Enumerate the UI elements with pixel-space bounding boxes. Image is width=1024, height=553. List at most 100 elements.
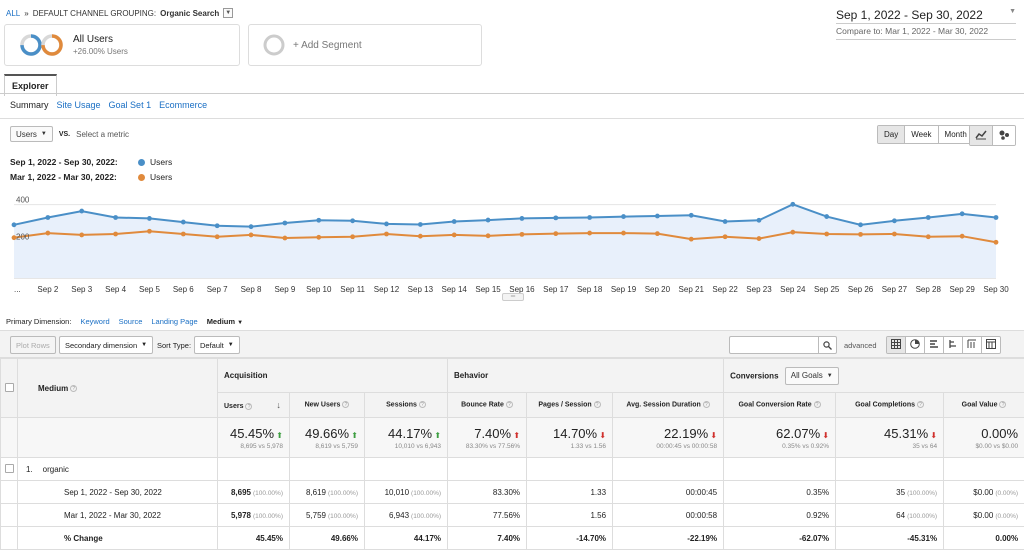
x-tick-label: Sep 29: [949, 285, 975, 294]
metric-dropdown[interactable]: Users ▼: [10, 126, 53, 142]
pages-session-column-header[interactable]: Pages / Session?: [526, 392, 614, 418]
acquisition-group-header: Acquisition: [216, 358, 449, 393]
date-range-picker[interactable]: Sep 1, 2022 - Sep 30, 2022 ▼ Compare to: …: [836, 8, 1016, 40]
x-tick-label: Sep 25: [814, 285, 840, 294]
new-users-column-header[interactable]: New Users?: [289, 392, 365, 418]
dimension-source[interactable]: Source: [118, 317, 143, 326]
total-cell: 7.40% ⬆ 83.30% vs 77.56%: [447, 417, 528, 458]
comparison-icon[interactable]: [943, 337, 962, 353]
table-cell: 0.00%: [943, 526, 1024, 550]
select-all-checkbox-cell[interactable]: [0, 358, 18, 418]
goals-dropdown[interactable]: All Goals ▼: [784, 366, 839, 385]
bar-performance-icon[interactable]: [924, 337, 943, 353]
x-tick-label: Sep 8: [241, 285, 262, 294]
total-cell: 14.70% ⬇ 1.33 vs 1.56: [526, 417, 614, 458]
medium-column-header[interactable]: Medium?: [17, 358, 218, 418]
pie-chart-icon[interactable]: [905, 337, 924, 353]
chart-resize-handle[interactable]: ═: [502, 293, 524, 301]
sort-arrow-icon[interactable]: ↓: [276, 400, 281, 410]
table-search-input[interactable]: [729, 336, 837, 354]
help-icon[interactable]: ?: [702, 401, 710, 409]
subtab-ecommerce[interactable]: Ecommerce: [159, 100, 208, 110]
dimension-landing-page[interactable]: Landing Page: [151, 317, 198, 326]
month-button[interactable]: Month: [937, 126, 973, 143]
plot-rows-button[interactable]: Plot Rows: [10, 336, 56, 354]
data-point: [925, 215, 931, 220]
chevron-down-icon[interactable]: ▼: [223, 8, 234, 18]
users-line-chart[interactable]: 400 200... Sep 2 Sep 3 Sep 4 Sep 5 Sep 6 Sep 7 S…: [0, 185, 1024, 300]
help-icon[interactable]: ?: [245, 402, 253, 410]
up-arrow-icon: ⬆: [351, 430, 358, 440]
y-tick-label: 400: [16, 196, 30, 205]
x-tick-label: Sep 3: [71, 285, 92, 294]
table-cell: 5,759 (100.00%): [289, 503, 365, 527]
help-icon[interactable]: ?: [917, 401, 925, 409]
secondary-dimension-dropdown[interactable]: Secondary dimension ▼: [59, 336, 154, 354]
breadcrumb-prefix: DEFAULT CHANNEL GROUPING:: [32, 8, 157, 18]
table-cell: 7.40%: [447, 526, 528, 550]
goal-conversion-rate-column-header[interactable]: Goal Conversion Rate?: [723, 392, 837, 418]
tab-explorer[interactable]: Explorer: [4, 74, 57, 96]
data-table-icon[interactable]: [887, 337, 905, 353]
add-segment-button[interactable]: + Add Segment: [248, 24, 482, 66]
table-cell: 6,943 (100.00%): [363, 503, 449, 527]
data-point: [654, 231, 660, 237]
week-button[interactable]: Week: [904, 126, 938, 143]
dimension-medium[interactable]: Medium ▼: [206, 317, 244, 326]
row-checkbox-cell[interactable]: [0, 457, 18, 481]
advanced-link[interactable]: advanced: [844, 341, 877, 350]
x-tick-label: Sep 16: [509, 285, 535, 294]
data-point: [45, 230, 51, 236]
row-organic-link[interactable]: organic: [42, 464, 69, 474]
date-dropdown-icon[interactable]: ▼: [1009, 8, 1016, 15]
pivot-table-icon[interactable]: [981, 337, 1000, 353]
help-icon[interactable]: ?: [418, 401, 426, 409]
subtab-summary[interactable]: Summary: [10, 100, 49, 110]
breadcrumb-all-link[interactable]: ALL: [6, 8, 21, 18]
row-checkbox[interactable]: [4, 463, 14, 473]
data-point: [451, 232, 457, 238]
table-cell: 64 (100.00%): [835, 503, 945, 527]
select-metric-link[interactable]: Select a metric: [76, 129, 130, 139]
data-point: [790, 229, 796, 235]
avg-session-duration-column-header[interactable]: Avg. Session Duration?: [612, 392, 725, 418]
help-icon[interactable]: ?: [813, 401, 821, 409]
sessions-column-header[interactable]: Sessions?: [363, 392, 449, 418]
date-range-main[interactable]: Sep 1, 2022 - Sep 30, 2022: [836, 8, 983, 22]
table-cell: 1.33: [526, 480, 614, 504]
x-tick-label: Sep 13: [408, 285, 434, 294]
select-all-checkbox[interactable]: [4, 382, 14, 392]
sort-type-dropdown[interactable]: Default ▼: [194, 336, 240, 354]
table-cell: 35 (100.00%): [835, 480, 945, 504]
term-cloud-icon[interactable]: [962, 337, 981, 353]
subtab-site-usage[interactable]: Site Usage: [56, 100, 101, 110]
data-point: [587, 230, 593, 236]
line-chart-icon[interactable]: [970, 126, 992, 145]
report-tabs: Explorer: [4, 74, 57, 96]
data-point: [824, 214, 830, 219]
help-icon[interactable]: ?: [593, 401, 601, 409]
help-icon[interactable]: ?: [342, 401, 350, 409]
motion-chart-icon[interactable]: [992, 126, 1015, 145]
day-button[interactable]: Day: [878, 126, 905, 143]
users-column-header[interactable]: Users? ↓: [217, 392, 290, 418]
data-point: [417, 233, 423, 239]
data-point: [688, 236, 694, 242]
down-arrow-icon: ⬇: [822, 430, 830, 440]
dimension-keyword[interactable]: Keyword: [80, 317, 110, 326]
segment-card-all-users[interactable]: All Users +26.00% Users: [4, 24, 240, 66]
subtab-goal-set-1[interactable]: Goal Set 1: [108, 100, 152, 110]
goal-value-column-header[interactable]: Goal Value?: [943, 392, 1024, 418]
bounce-rate-column-header[interactable]: Bounce Rate?: [447, 392, 528, 418]
help-icon[interactable]: ?: [999, 401, 1007, 409]
search-icon[interactable]: [818, 337, 836, 353]
help-icon[interactable]: ?: [70, 384, 78, 392]
help-icon[interactable]: ?: [505, 401, 513, 409]
data-point: [180, 231, 186, 237]
table-cell: 8,695 (100.00%): [217, 480, 290, 504]
row-medium-cell[interactable]: 1. organic: [17, 457, 218, 481]
chart-type-buttons: [969, 125, 1016, 146]
table-cell: 5,978 (100.00%): [217, 503, 290, 527]
table-row[interactable]: 1. organic: [0, 457, 1024, 481]
goal-completions-column-header[interactable]: Goal Completions?: [835, 392, 945, 418]
